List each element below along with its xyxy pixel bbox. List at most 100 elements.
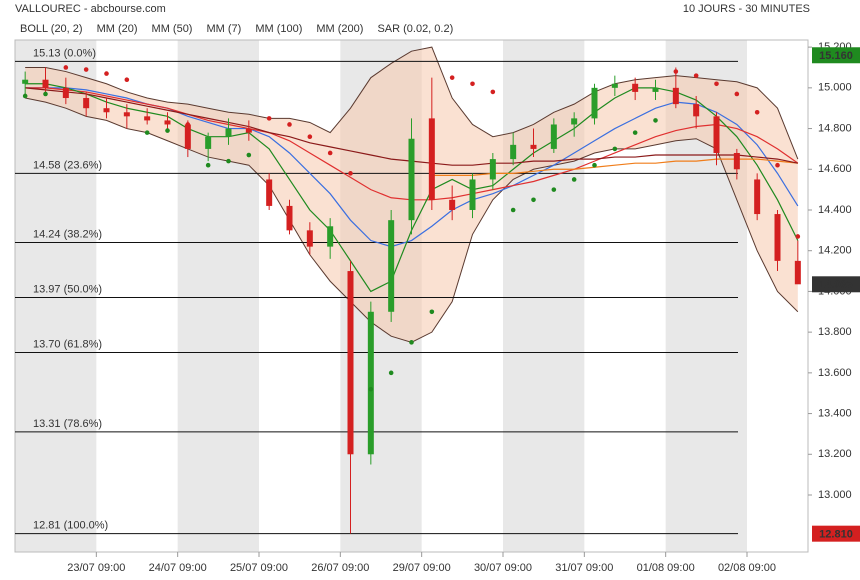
fib-label: 13.70 (61.8%) — [33, 338, 102, 350]
sar-dot — [612, 146, 618, 152]
fib-label: 13.31 (78.6%) — [33, 418, 102, 430]
sar-dot — [226, 158, 231, 164]
sar-dot — [104, 71, 109, 76]
sar-dot — [754, 109, 760, 115]
sar-dot — [266, 116, 272, 121]
sar-dot — [693, 73, 699, 78]
fib-label: 14.58 (23.6%) — [33, 159, 102, 171]
sar-dot — [449, 75, 455, 80]
sar-dot — [551, 187, 557, 192]
sar-dot — [734, 91, 740, 97]
candle-body — [144, 116, 151, 121]
candle-body — [632, 83, 639, 92]
sar-dot — [490, 89, 496, 95]
candle-body — [164, 120, 171, 125]
sar-dot — [388, 370, 394, 376]
x-tick-label: 31/07 09:00 — [555, 562, 613, 574]
x-tick-label: 24/07 09:00 — [149, 562, 207, 574]
candle-body — [408, 138, 415, 221]
candle-body — [266, 179, 273, 206]
candle-body — [245, 128, 252, 133]
candle-body — [571, 118, 578, 125]
price-tag-label: 12.810 — [819, 529, 853, 541]
candle-body — [388, 220, 395, 312]
candle-body — [510, 144, 517, 160]
candle-body — [550, 124, 557, 149]
chart-source: VALLOUREC - abcbourse.com — [15, 3, 166, 15]
y-tick-label: 13.800 — [818, 326, 852, 338]
plot-frame — [14, 39, 809, 553]
legend-entry: SAR (0.02, 0.2) — [377, 23, 453, 35]
chart-period: 10 JOURS - 30 MINUTES — [683, 3, 810, 15]
candle-body — [591, 87, 598, 119]
legend-entry: MM (200) — [316, 23, 363, 35]
price-tag-label: 15.160 — [819, 50, 853, 62]
fib-label: 15.13 (0.0%) — [33, 47, 96, 59]
candle-body — [22, 79, 29, 84]
sar-dot — [531, 197, 536, 203]
candle-body — [123, 112, 130, 117]
candle-body — [306, 230, 313, 247]
candle-body — [713, 116, 720, 153]
x-tick-label: 23/07 09:00 — [67, 562, 125, 574]
y-tick-label: 15.000 — [818, 82, 852, 94]
sar-dot — [22, 93, 28, 99]
candle-body — [83, 98, 90, 109]
candle-body — [733, 152, 740, 170]
sar-dot — [470, 81, 475, 87]
legend-entry: MM (20) — [97, 23, 138, 35]
y-tick-label: 14.600 — [818, 163, 852, 175]
price-tag — [812, 276, 860, 293]
x-tick-label: 25/07 09:00 — [230, 562, 288, 574]
sar-dot — [348, 171, 353, 176]
price-tag-label: 14.035 — [819, 279, 853, 291]
candle-body — [530, 144, 537, 149]
sar-dot — [632, 130, 638, 135]
sar-dot — [795, 234, 801, 239]
candle-body — [62, 87, 69, 99]
y-tick-label: 14.400 — [818, 204, 852, 216]
x-tick-label: 30/07 09:00 — [474, 562, 532, 574]
sar-dot — [287, 122, 292, 127]
y-tick-label: 13.000 — [818, 489, 852, 501]
price-tag — [812, 47, 860, 64]
x-tick-label: 02/08 09:00 — [718, 562, 776, 574]
sar-dot — [429, 309, 435, 315]
y-tick-label: 14.800 — [818, 122, 852, 134]
sar-dot — [510, 207, 516, 213]
sar-dot — [775, 162, 780, 168]
y-tick-label: 14.200 — [818, 245, 852, 257]
price-tag — [812, 525, 860, 542]
bollinger-upper — [25, 46, 799, 160]
sar-dot — [571, 177, 577, 182]
candle-body — [367, 311, 374, 455]
candle-body — [469, 179, 476, 210]
candle-body — [611, 83, 618, 88]
sar-dot — [63, 65, 69, 70]
sar-dot — [592, 162, 597, 168]
candle-body — [327, 226, 334, 247]
sar-dot — [124, 77, 130, 82]
candle-body — [103, 108, 110, 113]
legend-entry: BOLL (20, 2) — [20, 23, 83, 35]
candle-body — [225, 128, 232, 137]
candle-body — [42, 79, 49, 88]
candle-body — [774, 214, 781, 261]
candle-body — [286, 205, 293, 231]
candle-body — [428, 118, 435, 200]
y-tick-label: 13.200 — [818, 448, 852, 460]
sar-dot — [653, 118, 658, 123]
legend-entry: MM (7) — [206, 23, 241, 35]
candle-body — [489, 159, 496, 180]
candle-body — [754, 179, 761, 215]
candle-body — [693, 104, 700, 117]
sar-dot — [83, 67, 89, 72]
sar-dot — [673, 69, 679, 74]
sar-dot — [144, 130, 150, 135]
x-tick-label: 26/07 09:00 — [311, 562, 369, 574]
candle-body — [184, 124, 191, 149]
x-tick-label: 01/08 09:00 — [637, 562, 695, 574]
candle-body — [205, 136, 212, 149]
y-tick-label: 13.400 — [818, 407, 852, 419]
